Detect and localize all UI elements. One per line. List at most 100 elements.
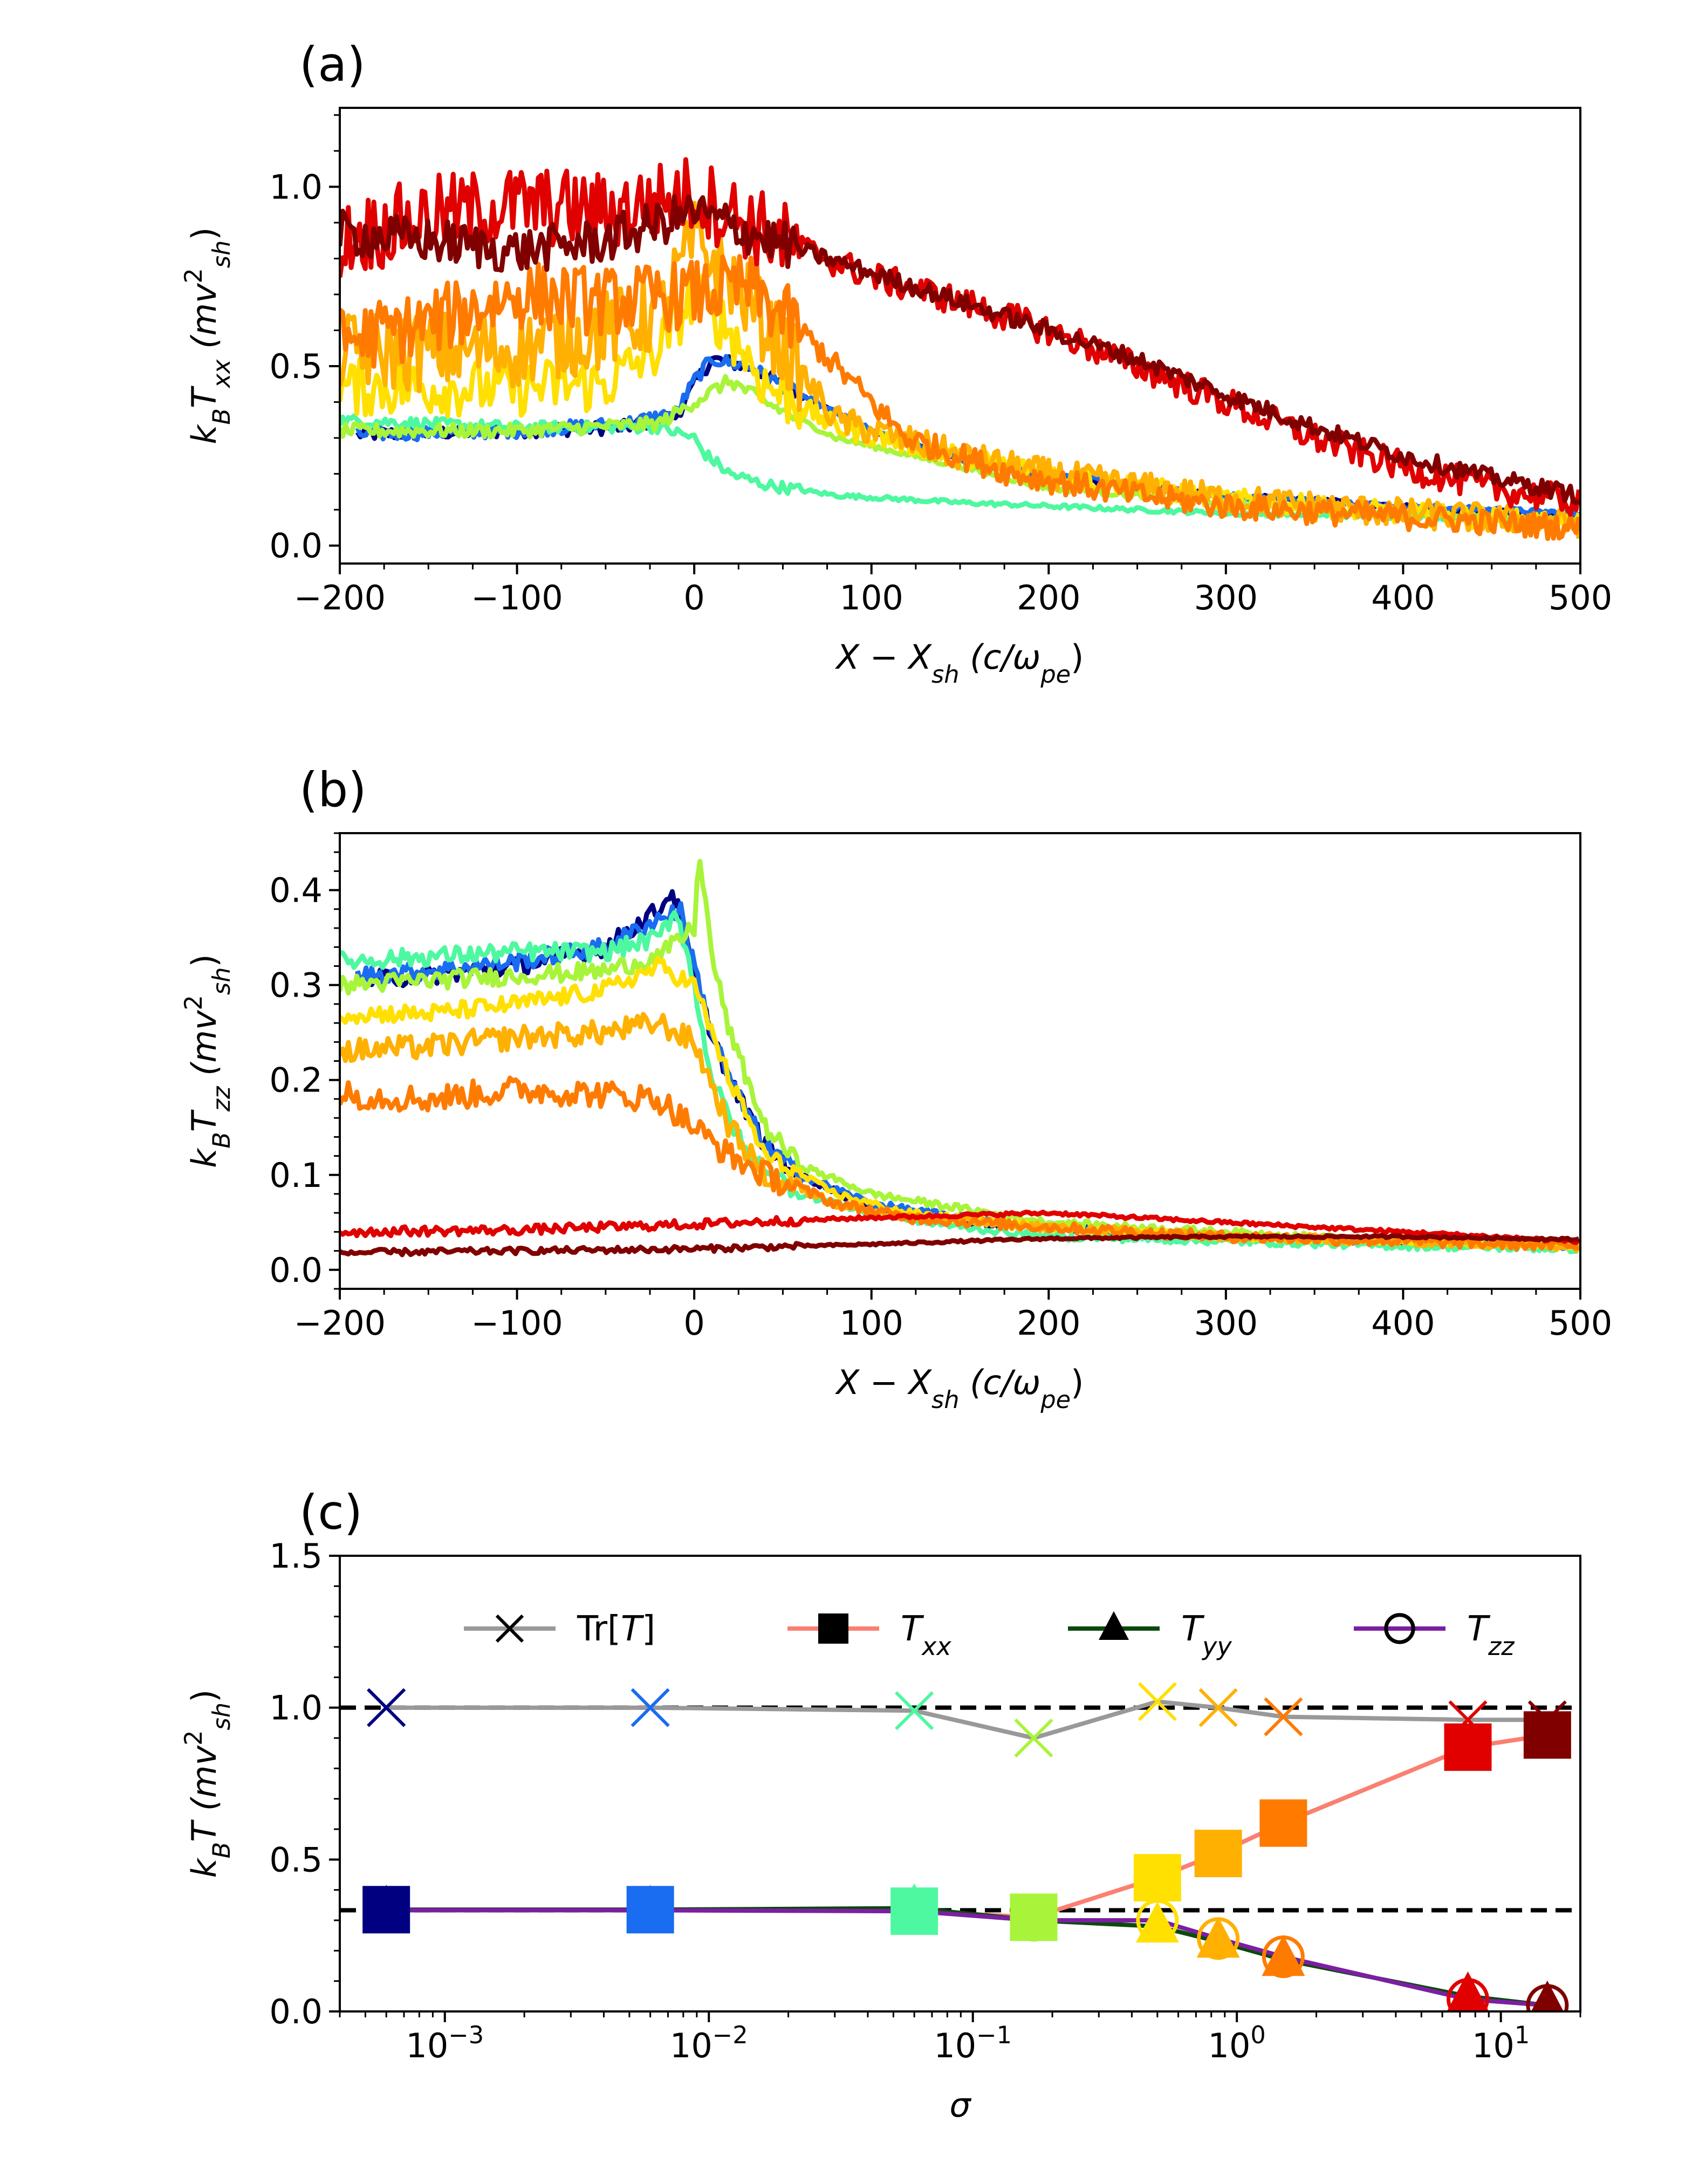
marker-x-5 — [1198, 1688, 1238, 1727]
series-line-7 — [340, 1210, 1580, 1246]
marker-circle-3 — [1012, 1899, 1056, 1942]
x-axis-label: X − Xsh (c/ωpe) — [835, 637, 1084, 689]
y-tick-label: 1.5 — [269, 1536, 323, 1576]
panel-c: (c) Tr[T] Txx Tyy Tzz 10−3 10−2 10−1 100 101 0.0 0.… — [180, 1485, 1581, 2125]
panel-label: (a) — [299, 37, 366, 92]
y-tick-label: 0.0 — [269, 526, 323, 566]
x-axis-label: σ — [949, 2085, 971, 2125]
marker-triangle-3 — [1012, 1895, 1056, 1936]
y-tick-label: 1.0 — [269, 1688, 323, 1728]
marker-triangle-1 — [628, 1885, 672, 1926]
marker-triangle-0 — [365, 1885, 408, 1926]
x-tick-label: 400 — [1371, 1303, 1435, 1343]
x-tick-label: 500 — [1549, 1303, 1612, 1343]
marker-triangle-2 — [893, 1883, 936, 1925]
panel-label: (c) — [299, 1485, 362, 1540]
y-tick-label: 0.1 — [269, 1156, 323, 1195]
series-line-1 — [355, 901, 1580, 1252]
marker-circle-6 — [1262, 1935, 1305, 1979]
legend: Tr[T] Txx Tyy Tzz — [464, 1609, 1515, 1661]
legend-label-2: Tyy — [1181, 1609, 1232, 1661]
marker-circle-8 — [1526, 1984, 1569, 2011]
y-axis-label: kBT (mv2sh) — [180, 1689, 236, 1878]
y-tick-label: 1.0 — [269, 167, 323, 207]
x-tick-label: 400 — [1371, 578, 1435, 617]
panel-label: (b) — [299, 762, 367, 818]
x-tick-label: 300 — [1194, 1303, 1258, 1343]
legend-label-1: Txx — [901, 1609, 951, 1661]
marker-circle-2 — [893, 1890, 936, 1933]
panel-a: (a) −200 −100 0 100 200 300 400 500 0.0 0.5 1.0 X − … — [180, 37, 1612, 689]
legend-marker-1 — [818, 1613, 848, 1644]
y-tick-label: 0.0 — [269, 1251, 323, 1290]
legend-marker-2 — [1099, 1611, 1129, 1640]
marker-circle-7 — [1447, 1977, 1489, 2011]
x-tick-label: 100 — [1208, 2021, 1266, 2065]
series-line-8 — [340, 1233, 1580, 1258]
x-tick-label: −100 — [471, 578, 563, 617]
panel-b: (b) −200 −100 0 100 200 300 400 500 0.0 0.1 0.2 0.3 0… — [180, 762, 1612, 1414]
series-line-3 — [340, 859, 1580, 1252]
marker-circle-1 — [629, 1888, 672, 1932]
plot-area — [340, 157, 1580, 541]
y-tick-label: 0.4 — [269, 871, 323, 910]
marker-x-3 — [1014, 1718, 1053, 1758]
marker-x-2 — [895, 1691, 934, 1730]
series-line-1 — [386, 1733, 1548, 1920]
marker-circle-5 — [1197, 1917, 1240, 1960]
x-tick-label: 0 — [683, 578, 704, 617]
marker-triangle-7 — [1447, 1971, 1489, 2011]
marker-triangle-4 — [1135, 1901, 1179, 1943]
marker-square-8 — [1523, 1711, 1571, 1759]
y-tick-label: 0.5 — [269, 347, 323, 386]
legend-marker-0 — [495, 1614, 524, 1643]
series-line-2 — [386, 1906, 1548, 2008]
y-tick-label: 0.3 — [269, 966, 323, 1005]
x-tick-label: 100 — [840, 1303, 903, 1343]
x-tick-label: 10−1 — [934, 2021, 1012, 2065]
marker-x-0 — [367, 1688, 406, 1727]
marker-square-6 — [1259, 1799, 1307, 1847]
x-tick-label: 101 — [1472, 2021, 1530, 2065]
legend-label-0: Tr[T] — [577, 1609, 655, 1649]
x-tick-label: 100 — [840, 578, 903, 617]
x-tick-label: −200 — [294, 1303, 386, 1343]
marker-square-7 — [1444, 1723, 1492, 1771]
marker-x-4 — [1138, 1682, 1177, 1721]
x-tick-label: 200 — [1017, 578, 1080, 617]
y-tick-label: 0.5 — [269, 1840, 323, 1879]
x-tick-label: −200 — [294, 578, 386, 617]
marker-triangle-6 — [1262, 1935, 1305, 1976]
plot-area — [340, 1682, 1580, 2011]
x-axis-label: X − Xsh (c/ωpe) — [835, 1363, 1084, 1414]
x-tick-label: 0 — [683, 1303, 704, 1343]
x-tick-label: 10−3 — [406, 2021, 484, 2065]
x-tick-label: −100 — [471, 1303, 563, 1343]
marker-triangle-5 — [1196, 1917, 1240, 1958]
x-tick-label: 500 — [1549, 578, 1612, 617]
series-line-5 — [340, 1012, 1580, 1253]
y-tick-label: 0.2 — [269, 1061, 323, 1100]
series-line-6 — [340, 254, 1580, 541]
legend-marker-3 — [1384, 1613, 1415, 1644]
series-line-3 — [386, 1908, 1548, 2008]
marker-circle-0 — [365, 1888, 408, 1932]
marker-x-1 — [631, 1688, 670, 1727]
legend-label-3: Tzz — [1467, 1609, 1515, 1661]
plot-area — [340, 859, 1580, 1258]
marker-circle-4 — [1136, 1899, 1179, 1942]
marker-triangle-8 — [1531, 1980, 1564, 2011]
x-tick-label: 300 — [1194, 578, 1258, 617]
marker-square-5 — [1194, 1830, 1242, 1878]
x-tick-label: 10−2 — [670, 2021, 748, 2065]
series-line-8 — [340, 194, 1580, 505]
y-axis-label: kBTxx (mv2sh) — [180, 227, 236, 444]
x-tick-label: 200 — [1017, 1303, 1080, 1343]
marker-square-4 — [1133, 1854, 1181, 1902]
y-tick-label: 0.0 — [269, 1992, 323, 2031]
axes-frame — [339, 1555, 1581, 2013]
y-axis-label: kBTzz (mv2sh) — [180, 954, 236, 1167]
marker-x-6 — [1264, 1697, 1303, 1736]
series-line-6 — [340, 1075, 1580, 1252]
